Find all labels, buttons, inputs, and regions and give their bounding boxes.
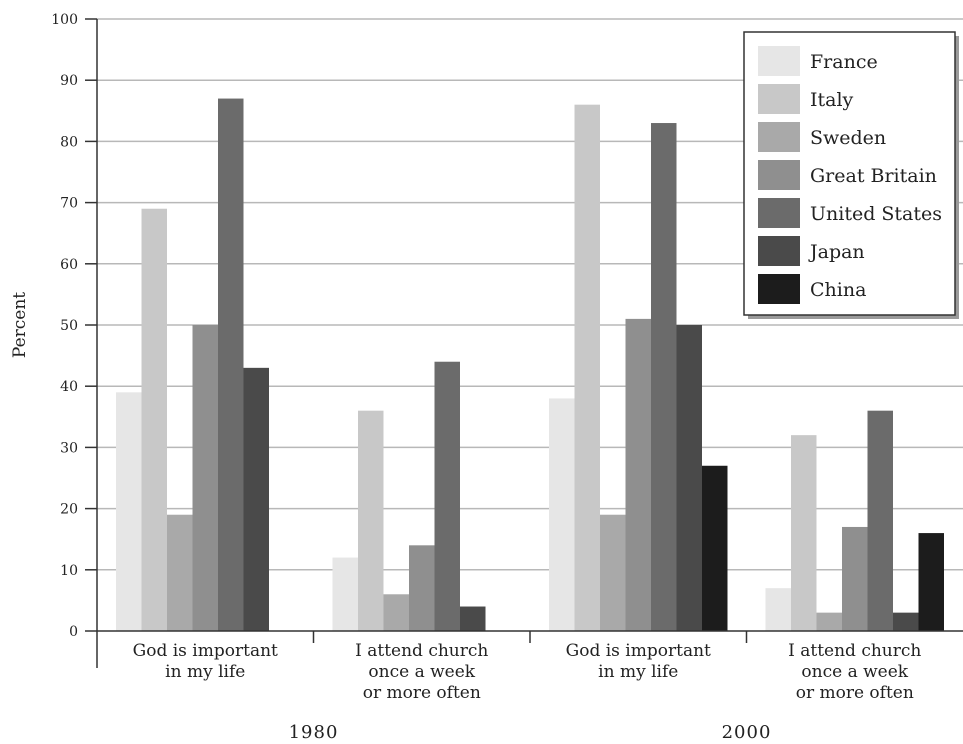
y-tick-label: 0	[69, 624, 78, 640]
y-tick-label: 60	[60, 257, 78, 273]
year-labels: 1980 2000	[289, 722, 772, 743]
bar-japan	[676, 325, 702, 631]
y-tick-label: 40	[60, 379, 78, 395]
legend-swatch	[758, 274, 800, 304]
legend-label: France	[810, 51, 878, 73]
bar-italy	[574, 104, 600, 632]
category-labels: God is important in my life I attend churc…	[133, 641, 922, 703]
legend-label: Sweden	[810, 127, 886, 149]
legend: France Italy Sweden Great Britain United Sta…	[743, 31, 959, 319]
bar-sweden	[167, 514, 193, 631]
y-tick-label: 50	[60, 318, 78, 334]
category-label: God is important in my life	[133, 641, 278, 682]
bar-france	[332, 557, 358, 631]
legend-swatch	[758, 122, 800, 152]
legend-label: China	[810, 279, 866, 301]
legend-swatch	[758, 84, 800, 114]
legend-label: United States	[810, 203, 942, 225]
bar-great-britain	[842, 526, 868, 631]
legend-swatch	[758, 160, 800, 190]
bar-italy	[791, 435, 817, 631]
bar-china	[702, 465, 728, 631]
y-axis-title: Percent	[10, 292, 30, 358]
legend-swatch	[758, 236, 800, 266]
y-tick-label: 20	[60, 502, 78, 518]
y-ticks: 0 10 20 30 40 50 60 70 80 90 100	[51, 12, 97, 640]
bar-sweden	[383, 594, 409, 631]
legend-label: Great Britain	[810, 165, 937, 187]
bar-japan	[893, 612, 919, 631]
legend-label: Italy	[810, 89, 854, 111]
y-tick-label: 90	[60, 73, 78, 89]
bar-japan	[243, 367, 269, 631]
bar-united-states	[651, 123, 677, 631]
bar-united-states	[867, 410, 893, 631]
bar-italy	[141, 208, 167, 631]
category-label: I attend church once a week or more often	[355, 641, 488, 703]
bar-united-states	[218, 98, 244, 631]
y-tick-label: 100	[51, 12, 78, 28]
year-label: 1980	[289, 722, 339, 743]
year-label: 2000	[722, 722, 772, 743]
bar-france	[549, 398, 575, 631]
bar-france	[116, 392, 142, 631]
axes	[96, 19, 963, 668]
bar-great-britain	[625, 318, 651, 631]
bar-united-states	[434, 361, 460, 631]
bar-great-britain	[192, 325, 218, 631]
category-label: I attend church once a week or more often	[788, 641, 921, 703]
category-label: God is important in my life	[566, 641, 711, 682]
bar-italy	[358, 410, 384, 631]
bar-china	[918, 533, 944, 631]
bar-sweden	[816, 612, 842, 631]
y-tick-label: 10	[60, 563, 78, 579]
legend-swatch	[758, 46, 800, 76]
bar-sweden	[600, 514, 626, 631]
legend-label: Japan	[808, 241, 865, 263]
y-tick-label: 30	[60, 440, 78, 456]
bars	[116, 98, 944, 632]
y-tick-label: 70	[60, 196, 78, 212]
bar-france	[765, 588, 791, 631]
y-tick-label: 80	[60, 134, 78, 150]
legend-swatch	[758, 198, 800, 228]
bar-great-britain	[409, 545, 435, 631]
bar-japan	[460, 606, 486, 631]
